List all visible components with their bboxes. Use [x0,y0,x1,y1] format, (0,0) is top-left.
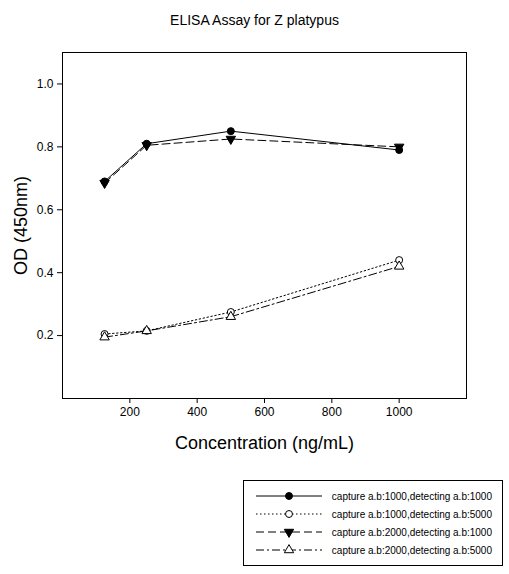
svg-text:OD (450nm): OD (450nm) [11,176,31,275]
svg-text:0.8: 0.8 [37,140,54,154]
html-text:capture a.b:1000,detecting a.b: capture a.b:1000,detecting a.b:1000 [331,490,492,502]
svg-text:800: 800 [322,405,342,419]
svg-text:Concentration (ng/mL): Concentration (ng/mL) [175,433,354,453]
svg-text:400: 400 [187,405,207,419]
svg-text:1000: 1000 [386,405,413,419]
html-text:capture a.b:2000,detecting a.b: capture a.b:2000,detecting a.b:5000 [331,544,492,556]
svg-text:200: 200 [120,405,140,419]
html-text:capture a.b:1000,detecting a.b: capture a.b:1000,detecting a.b:5000 [331,508,492,520]
svg-text:0.2: 0.2 [37,328,54,342]
svg-text:0.4: 0.4 [37,266,54,280]
html-text:ELISA Assay for Z platypus: ELISA Assay for Z platypus [170,12,339,28]
svg-text:1.0: 1.0 [37,77,54,91]
svg-text:600: 600 [254,405,274,419]
html-text:capture a.b:2000,detecting a.b: capture a.b:2000,detecting a.b:1000 [331,526,492,538]
svg-text:0.6: 0.6 [37,203,54,217]
